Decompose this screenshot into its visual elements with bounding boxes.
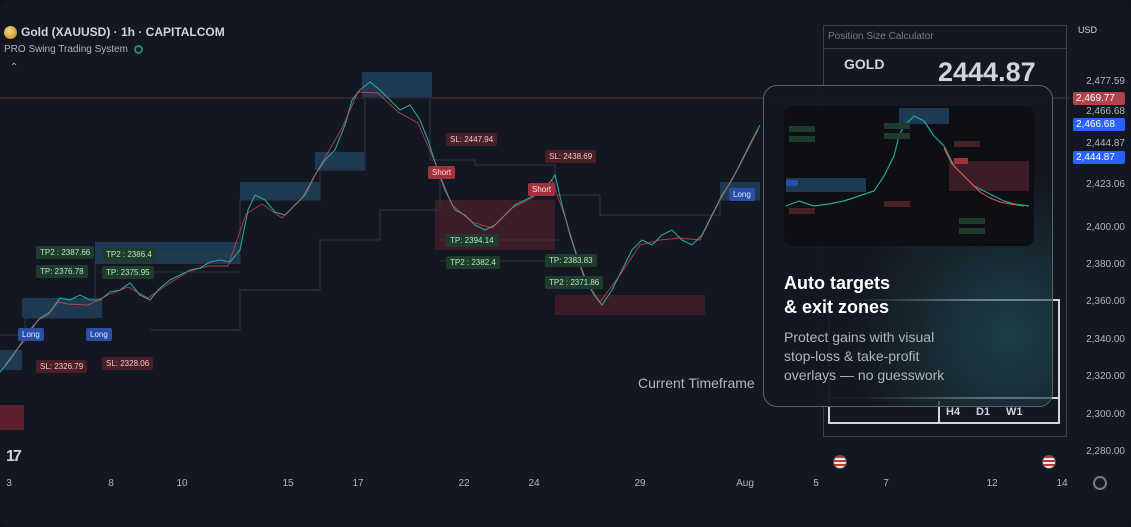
tp2-label: TP2 : 2386.4 (102, 248, 156, 261)
price-tag-last: 2,444.87 (1073, 151, 1125, 164)
price-axis-label: 2,320.00 (1086, 371, 1125, 382)
sl-label: SL: 2326.79 (36, 360, 88, 373)
symbol-title[interactable]: Gold (XAUUSD) · 1h · CAPITALCOM (21, 25, 225, 39)
time-axis-label: 12 (986, 478, 998, 489)
price-axis-label: 2,466.68 (1086, 106, 1125, 117)
price-axis-label: 2,400.00 (1086, 222, 1125, 233)
tp-label: TP: 2394.14 (446, 234, 498, 247)
chart-preview-image (784, 106, 1034, 246)
price-axis-label: 2,360.00 (1086, 296, 1125, 307)
short-signal-label: Short (428, 166, 456, 179)
tp-label: TP: 2375.95 (102, 266, 154, 279)
chart-header: Gold (XAUUSD) · 1h · CAPITALCOM (0, 22, 225, 42)
promo-card: Auto targets & exit zones Protect gains … (763, 85, 1053, 407)
price-tag-line: 2,466.68 (1073, 118, 1125, 131)
tp2-label: TP2 : 2382.4 (446, 256, 500, 269)
price-axis-label: 2,444.87 (1086, 138, 1125, 149)
calculator-price: 2444.87 (938, 57, 1036, 87)
us-flag-icon[interactable] (833, 455, 847, 469)
tp2-label: TP2 : 2371.86 (545, 276, 604, 289)
price-axis-label: 2,477.59 (1086, 76, 1125, 87)
current-timeframe-label: Current Timeframe (638, 375, 755, 391)
price-chart[interactable] (0, 0, 1070, 470)
indicator-loading-icon (133, 45, 143, 54)
timeframe-w1[interactable]: W1 (1006, 406, 1023, 418)
timeframe-h4[interactable]: H4 (946, 406, 961, 418)
gear-icon[interactable] (1093, 476, 1107, 490)
time-axis-label: 8 (108, 478, 114, 489)
time-axis-label: 29 (634, 478, 646, 489)
calculator-symbol: GOLD (844, 56, 885, 72)
price-axis-label: 2,300.00 (1086, 409, 1125, 420)
time-axis-label: 24 (528, 478, 540, 489)
indicator-legend[interactable]: PRO Swing Trading System (4, 44, 143, 55)
candles (0, 81, 761, 373)
tradingview-logo-icon[interactable]: 17 (6, 448, 22, 465)
time-axis-label: 5 (813, 478, 819, 489)
tp2-label: TP2 : 2387.66 (36, 246, 95, 259)
time-axis-label: Aug (736, 478, 754, 489)
price-axis-label: 2,380.00 (1086, 259, 1125, 270)
promo-body: Protect gains with visual stop-loss & ta… (784, 328, 1034, 385)
us-flag-icon[interactable] (1042, 455, 1056, 469)
calculator-divider (824, 48, 1066, 49)
tp-label: TP: 2383.83 (545, 254, 597, 267)
promo-body-line: Protect gains with visual (784, 329, 935, 345)
time-axis-label: 15 (282, 478, 294, 489)
promo-title-line: & exit zones (784, 297, 890, 317)
long-signal-label: Long (86, 328, 112, 341)
price-tag-bid: 2,469.77 (1073, 92, 1125, 105)
sl-label: SL: 2328.06 (102, 357, 154, 370)
trail-line (0, 97, 760, 336)
time-axis-label: 17 (352, 478, 364, 489)
gold-coin-icon (4, 25, 17, 39)
time-axis-label: 22 (458, 478, 470, 489)
timeframe-d1[interactable]: D1 (976, 406, 991, 418)
promo-body-line: stop-loss & take-profit (784, 348, 920, 364)
tp-label: TP: 2376.78 (36, 265, 88, 278)
trade-zones (0, 72, 760, 430)
promo-title: Auto targets & exit zones (784, 271, 1034, 319)
currency-selector[interactable]: USD (1078, 25, 1098, 35)
sl-label: SL: 2438.69 (545, 150, 597, 163)
promo-body-line: overlays — no guesswork (784, 367, 945, 383)
indicator-name: PRO Swing Trading System (4, 44, 128, 55)
time-axis-label: 3 (6, 478, 12, 489)
promo-title-line: Auto targets (784, 273, 891, 293)
long-signal-label: Long (18, 328, 44, 341)
time-axis-label: 14 (1056, 478, 1068, 489)
long-signal-label: Long (729, 188, 755, 201)
price-axis-label: 2,340.00 (1086, 334, 1125, 345)
short-signal-label: Short (528, 183, 556, 196)
timeframe-col-divider (938, 401, 940, 423)
price-axis[interactable]: 2,477.59 2,466.68 2,444.87 2,423.06 2,40… (1070, 0, 1131, 470)
time-axis-label: 10 (176, 478, 188, 489)
sl-label: SL: 2447.94 (446, 133, 498, 146)
calculator-title: Position Size Calculator (828, 31, 934, 42)
time-axis-label: 7 (883, 478, 889, 489)
price-axis-label: 2,423.06 (1086, 179, 1125, 190)
price-axis-label: 2,280.00 (1086, 446, 1125, 457)
collapse-legend-button[interactable]: ⌃ (9, 62, 19, 73)
